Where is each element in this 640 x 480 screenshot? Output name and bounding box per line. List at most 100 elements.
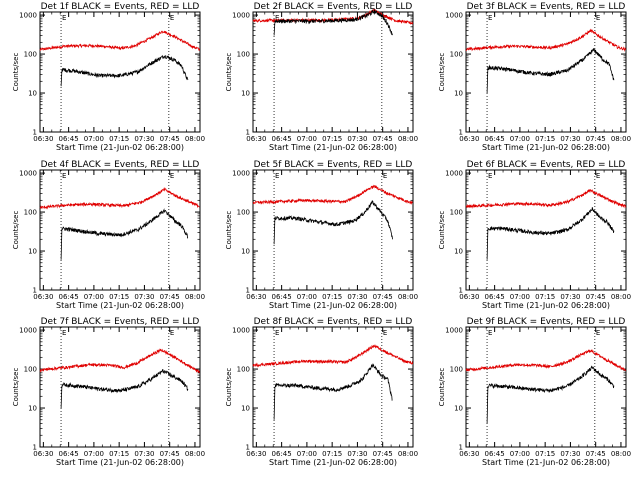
plot-frame bbox=[39, 11, 201, 133]
x-tick-label: 06:45 bbox=[272, 135, 292, 143]
y-tick-label: 100 bbox=[450, 366, 463, 374]
events-series-line bbox=[273, 8, 393, 36]
y-tick-label: 10 bbox=[28, 90, 37, 98]
y-tick-label: 100 bbox=[450, 209, 463, 217]
plot-frame bbox=[252, 326, 414, 448]
x-tick-label: 06:30 bbox=[33, 450, 53, 458]
y-axis-label: Counts/sec bbox=[438, 211, 446, 250]
marker-letter: E bbox=[62, 172, 66, 180]
x-axis-label: Start Time (21-Jun-02 06:28:00) bbox=[269, 143, 397, 152]
plot-frame bbox=[465, 326, 627, 448]
marker-letter: E bbox=[275, 14, 279, 22]
events-series-line bbox=[60, 208, 189, 260]
y-tick-label: 1 bbox=[459, 129, 463, 137]
events-series-line bbox=[486, 365, 615, 424]
x-tick-label: 07:00 bbox=[297, 293, 317, 301]
y-tick-label: 100 bbox=[237, 51, 250, 59]
plot-frame bbox=[39, 326, 201, 448]
x-tick-label: 06:30 bbox=[33, 293, 53, 301]
marker-letter: E bbox=[488, 329, 492, 337]
x-tick-label: 08:00 bbox=[611, 293, 631, 301]
panel-title: Det 3f BLACK = Events, RED = LLD bbox=[467, 2, 626, 12]
plot-frame bbox=[465, 169, 627, 291]
panel-title: Det 4f BLACK = Events, RED = LLD bbox=[41, 160, 200, 170]
detector-panel: Det 6f BLACK = Events, RED = LLD 1 10 100 10… bbox=[438, 160, 631, 310]
marker-letter: E bbox=[596, 14, 600, 22]
x-tick-label: 07:00 bbox=[297, 135, 317, 143]
detector-panel: Det 7f BLACK = Events, RED = LLD 1 10 100 10… bbox=[12, 317, 205, 467]
plot-frame bbox=[39, 169, 201, 291]
x-tick-label: 08:00 bbox=[611, 135, 631, 143]
x-tick-label: 07:45 bbox=[160, 450, 180, 458]
x-tick-label: 07:30 bbox=[134, 293, 154, 301]
x-tick-label: 08:00 bbox=[185, 293, 205, 301]
x-tick-label: 06:45 bbox=[59, 293, 79, 301]
lld-series-line bbox=[39, 30, 201, 52]
x-tick-label: 07:00 bbox=[510, 450, 530, 458]
y-tick-label: 1 bbox=[246, 444, 250, 452]
y-tick-label: 10 bbox=[241, 405, 250, 413]
y-tick-label: 100 bbox=[24, 366, 37, 374]
lld-series-line bbox=[465, 349, 627, 372]
marker-letter: E bbox=[596, 172, 600, 180]
x-tick-label: 06:30 bbox=[246, 135, 266, 143]
y-tick-label: 1000 bbox=[232, 170, 250, 178]
x-tick-label: 07:15 bbox=[535, 135, 555, 143]
y-tick-label: 1 bbox=[33, 287, 37, 295]
y-tick-label: 100 bbox=[24, 51, 37, 59]
y-tick-label: 1000 bbox=[445, 327, 463, 335]
marker-letter: E bbox=[383, 172, 387, 180]
marker-letter: E bbox=[275, 329, 279, 337]
y-tick-label: 1 bbox=[33, 444, 37, 452]
panel-title: Det 8f BLACK = Events, RED = LLD bbox=[254, 317, 413, 327]
x-tick-label: 07:45 bbox=[586, 293, 606, 301]
y-tick-label: 1000 bbox=[232, 327, 250, 335]
x-tick-label: 07:45 bbox=[373, 293, 393, 301]
panel-title: Det 1f BLACK = Events, RED = LLD bbox=[41, 2, 200, 12]
plot-frame bbox=[252, 169, 414, 291]
y-axis-label: Counts/sec bbox=[12, 211, 20, 250]
x-axis-label: Start Time (21-Jun-02 06:28:00) bbox=[269, 301, 397, 310]
marker-letter: E bbox=[62, 14, 66, 22]
detector-panel: Det 5f BLACK = Events, RED = LLD 1 10 100 10… bbox=[225, 160, 418, 310]
x-tick-label: 07:15 bbox=[535, 450, 555, 458]
y-tick-label: 10 bbox=[241, 90, 250, 98]
y-tick-label: 1000 bbox=[445, 12, 463, 20]
x-tick-label: 07:00 bbox=[510, 293, 530, 301]
x-tick-label: 07:45 bbox=[586, 450, 606, 458]
x-tick-label: 06:45 bbox=[272, 450, 292, 458]
y-tick-label: 1000 bbox=[19, 12, 37, 20]
y-tick-label: 1 bbox=[246, 129, 250, 137]
marker-letter: E bbox=[170, 14, 174, 22]
marker-letter: E bbox=[383, 329, 387, 337]
y-tick-label: 100 bbox=[237, 366, 250, 374]
x-tick-label: 08:00 bbox=[398, 293, 418, 301]
x-axis-label: Start Time (21-Jun-02 06:28:00) bbox=[482, 301, 610, 310]
x-tick-label: 07:30 bbox=[134, 135, 154, 143]
x-tick-label: 07:00 bbox=[297, 450, 317, 458]
x-tick-label: 07:15 bbox=[109, 450, 129, 458]
y-tick-label: 1000 bbox=[232, 12, 250, 20]
y-tick-label: 100 bbox=[237, 209, 250, 217]
panel-title: Det 2f BLACK = Events, RED = LLD bbox=[254, 2, 413, 12]
x-tick-label: 07:15 bbox=[322, 293, 342, 301]
plot-frame bbox=[465, 11, 627, 133]
x-tick-label: 07:30 bbox=[560, 293, 580, 301]
panel-title: Det 9f BLACK = Events, RED = LLD bbox=[467, 317, 626, 327]
x-tick-label: 06:30 bbox=[33, 135, 53, 143]
x-tick-label: 06:30 bbox=[246, 293, 266, 301]
events-series-line bbox=[273, 200, 393, 245]
detector-panel: Det 4f BLACK = Events, RED = LLD 1 10 100 10… bbox=[12, 160, 205, 310]
x-tick-label: 07:30 bbox=[347, 135, 367, 143]
x-tick-label: 07:30 bbox=[560, 450, 580, 458]
marker-letter: E bbox=[62, 329, 66, 337]
x-tick-label: 07:15 bbox=[109, 293, 129, 301]
panel-title: Det 6f BLACK = Events, RED = LLD bbox=[467, 160, 626, 170]
x-tick-label: 06:45 bbox=[59, 450, 79, 458]
x-axis-label: Start Time (21-Jun-02 06:28:00) bbox=[56, 143, 184, 152]
events-series-line bbox=[486, 48, 615, 94]
y-tick-label: 10 bbox=[454, 90, 463, 98]
x-tick-label: 06:45 bbox=[485, 135, 505, 143]
y-tick-label: 10 bbox=[454, 405, 463, 413]
